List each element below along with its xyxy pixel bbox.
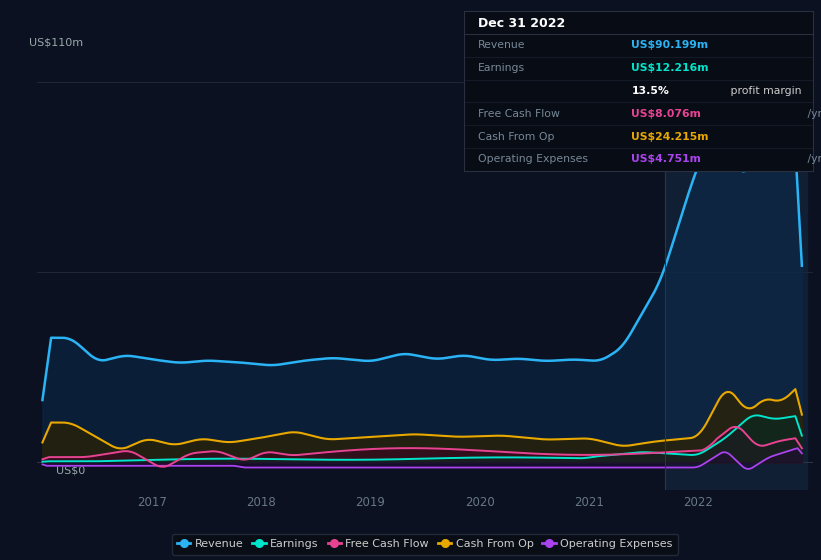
Bar <box>665 64 807 490</box>
Text: Earnings: Earnings <box>478 63 525 73</box>
Text: Revenue: Revenue <box>478 40 525 50</box>
Text: US$110m: US$110m <box>30 38 83 48</box>
Legend: Revenue, Earnings, Free Cash Flow, Cash From Op, Operating Expenses: Revenue, Earnings, Free Cash Flow, Cash … <box>172 534 678 554</box>
Text: US$4.751m: US$4.751m <box>631 155 701 165</box>
Text: Cash From Op: Cash From Op <box>478 132 554 142</box>
Text: Free Cash Flow: Free Cash Flow <box>478 109 560 119</box>
Text: /yr: /yr <box>804 155 821 165</box>
Text: profit margin: profit margin <box>727 86 802 96</box>
Text: US$8.076m: US$8.076m <box>631 109 701 119</box>
Text: US$90.199m: US$90.199m <box>631 40 709 50</box>
Text: 13.5%: 13.5% <box>631 86 669 96</box>
Text: US$12.216m: US$12.216m <box>631 63 709 73</box>
Text: US$24.215m: US$24.215m <box>631 132 709 142</box>
Text: /yr: /yr <box>804 109 821 119</box>
Text: Operating Expenses: Operating Expenses <box>478 155 588 165</box>
Text: Dec 31 2022: Dec 31 2022 <box>478 17 565 30</box>
Text: US$0: US$0 <box>57 465 85 475</box>
